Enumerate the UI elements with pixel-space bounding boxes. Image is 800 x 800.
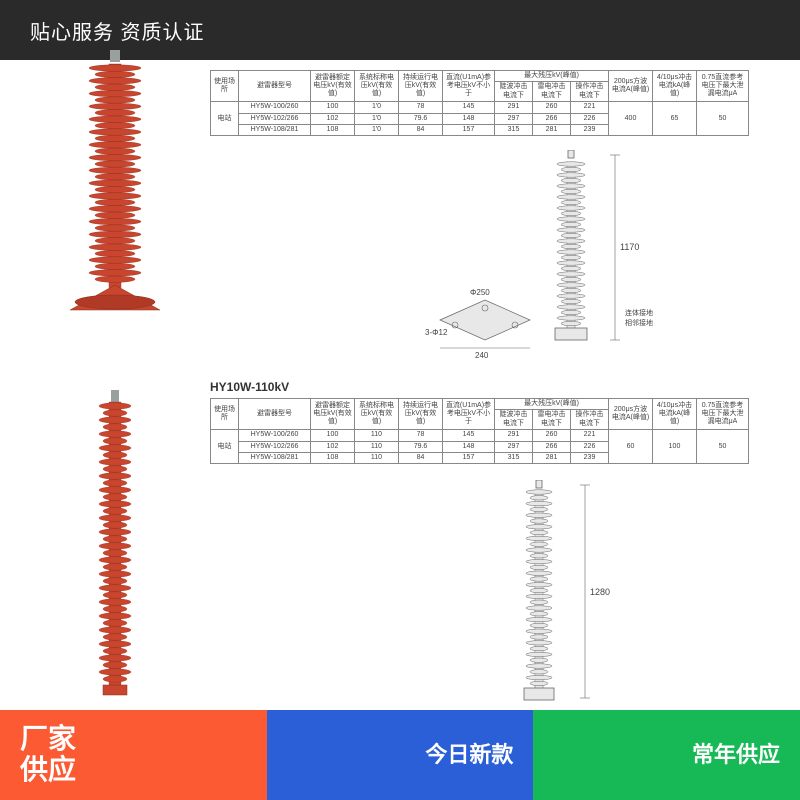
badge-mid: 今日新款 — [267, 710, 534, 800]
footer-badges: 厂家 供应 今日新款 常年供应 — [0, 710, 800, 800]
content-area: 使用场所避雷器型号避雷器额定电压kV(有效值)系统标称电压kV(有效值)持续运行… — [0, 60, 800, 710]
arrester-top-left — [60, 50, 170, 320]
arrester-bottom-left — [85, 390, 145, 700]
svg-text:Φ250: Φ250 — [470, 288, 490, 297]
badge-left-line2: 供应 — [20, 755, 76, 786]
badge-left: 厂家 供应 — [0, 710, 267, 800]
diagram-bottom-right: 1280 — [480, 480, 660, 715]
dim-height-top: 1170 — [620, 242, 639, 252]
badge-mid-text: 今日新款 — [425, 743, 513, 767]
svg-text:3-Φ12: 3-Φ12 — [425, 328, 448, 337]
svg-text:连体接地: 连体接地 — [625, 308, 653, 317]
header-text: 贴心服务 资质认证 — [30, 16, 205, 45]
section-title: HY10W-110kV — [210, 380, 749, 394]
spec-table-bottom: HY10W-110kV 使用场所避雷器型号避雷器额定电压kV(有效值)系统标称电… — [210, 380, 749, 464]
diagram-top-right: 1170 Φ250 3-Φ12 240 连体接地 相邻接地 — [420, 150, 680, 365]
dim-height-bottom: 1280 — [590, 587, 610, 597]
svg-text:240: 240 — [475, 351, 489, 360]
badge-right-text: 常年供应 — [692, 743, 780, 767]
spec-table-top: 使用场所避雷器型号避雷器额定电压kV(有效值)系统标称电压kV(有效值)持续运行… — [210, 70, 749, 136]
badge-right: 常年供应 — [533, 710, 800, 800]
badge-left-line1: 厂家 — [20, 724, 76, 755]
svg-text:相邻接地: 相邻接地 — [625, 318, 653, 327]
